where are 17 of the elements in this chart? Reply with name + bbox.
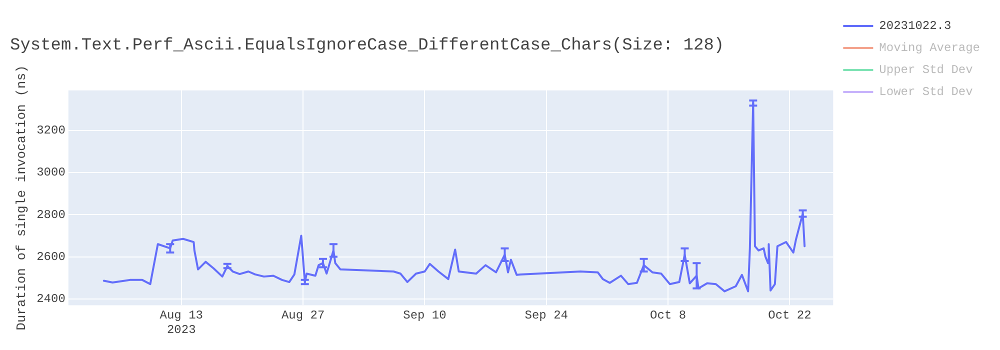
x-tick-label: Oct 8 bbox=[650, 308, 686, 323]
legend-label: Lower Std Dev bbox=[879, 85, 973, 100]
y-tick-label: 2600 bbox=[36, 250, 66, 264]
y-tick-label: 2800 bbox=[36, 208, 66, 222]
x-tick-label: Sep 24 bbox=[524, 308, 568, 323]
x-tick-label: Sep 10 bbox=[403, 308, 446, 323]
x-tick-label: Aug 13 2023 bbox=[160, 308, 203, 337]
x-tick-label: Aug 27 bbox=[281, 308, 325, 323]
chart-title: System.Text.Perf_Ascii.EqualsIgnoreCase_DifferentCase_Chars(Size: 128) bbox=[10, 36, 724, 56]
legend-label: Moving Average bbox=[879, 41, 980, 56]
y-axis-title: Duration of single invocation (ns) bbox=[14, 65, 30, 330]
y-tick-label: 3000 bbox=[36, 166, 66, 180]
legend-label: Upper Std Dev bbox=[879, 63, 973, 78]
y-tick-label: 3200 bbox=[36, 124, 66, 138]
y-tick-label: 2400 bbox=[36, 292, 66, 306]
x-tick-label: Oct 22 bbox=[768, 308, 812, 323]
legend-label: 20231022.3 bbox=[879, 19, 952, 34]
